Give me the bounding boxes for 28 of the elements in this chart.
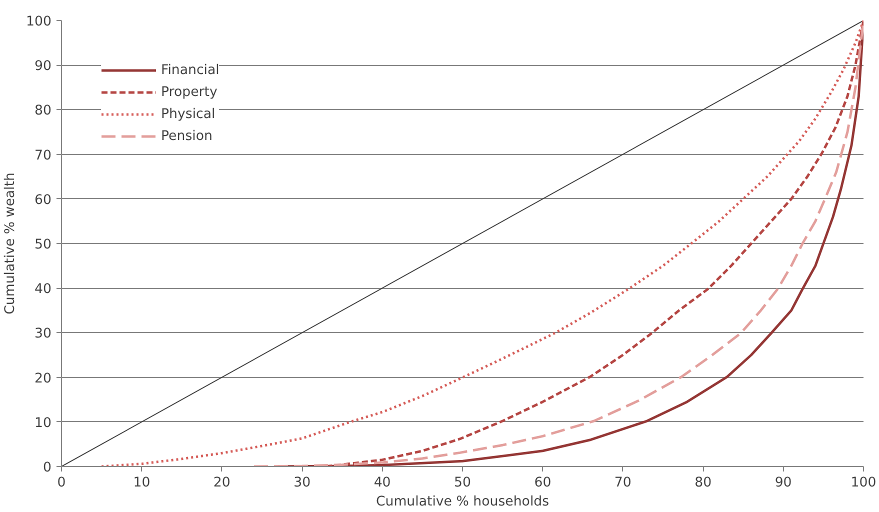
x-tick-label: 70 (614, 476, 632, 490)
legend-label: Property (161, 84, 218, 100)
x-tick-label: 20 (213, 476, 230, 490)
y-tick-label: 50 (34, 238, 52, 252)
x-tick-label: 60 (534, 476, 552, 490)
legend-label: Physical (161, 106, 216, 122)
y-tick-label: 70 (34, 148, 52, 164)
y-tick-label: 60 (34, 192, 52, 208)
legend-label: Financial (161, 62, 220, 78)
y-tick-label: 90 (34, 59, 52, 74)
x-tick-label: 100 (850, 476, 876, 490)
y-tick-label: 30 (34, 326, 52, 342)
y-tick-label: 20 (34, 371, 52, 386)
y-tick-label: 100 (26, 14, 52, 30)
x-tick-label: 40 (374, 476, 391, 490)
y-tick-label: 10 (34, 416, 52, 431)
x-tick-label: 50 (454, 476, 471, 490)
x-tick-label: 80 (694, 476, 712, 490)
x-tick-label: 30 (294, 476, 311, 490)
x-axis-title: Cumulative % households (376, 494, 550, 510)
x-tick-label: 10 (133, 476, 150, 490)
y-tick-label: 40 (34, 282, 52, 298)
y-tick-label: 80 (34, 104, 52, 119)
y-tick-label: 0 (43, 460, 52, 476)
x-tick-label: 90 (774, 476, 792, 490)
legend-label: Pension (161, 128, 212, 144)
x-tick-label: 0 (57, 476, 66, 490)
y-axis-title: Cumulative % wealth (3, 172, 18, 314)
